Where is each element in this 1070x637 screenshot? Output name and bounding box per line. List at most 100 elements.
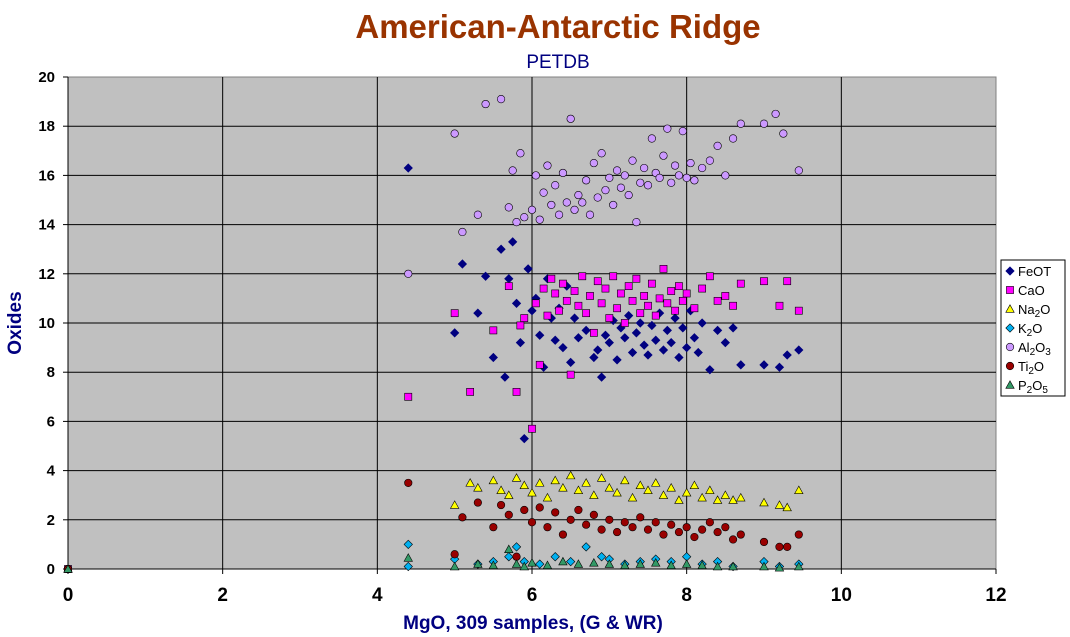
data-point (693, 347, 703, 358)
legend-marker (1005, 266, 1015, 276)
data-point (504, 552, 514, 562)
y-tick-label: 10 (38, 315, 55, 332)
data-point (620, 475, 630, 485)
data-point (671, 306, 679, 315)
data-point (635, 318, 645, 328)
data-point (659, 151, 668, 160)
data-point (403, 561, 413, 572)
data-point (555, 306, 563, 315)
data-point (473, 308, 483, 318)
data-point (609, 200, 618, 209)
data-point (535, 215, 544, 224)
data-point (647, 279, 656, 288)
data-point (519, 561, 529, 571)
data-point (705, 272, 714, 281)
y-tick-label: 18 (38, 118, 55, 135)
chart-title: American-Antarctic Ridge (355, 8, 760, 45)
data-point (512, 218, 521, 227)
data-point (655, 294, 664, 303)
data-point (632, 274, 641, 283)
data-point (496, 95, 506, 104)
data-point (605, 314, 614, 322)
data-point (604, 483, 615, 492)
data-point (535, 360, 544, 369)
legend-marker (1005, 304, 1015, 313)
chart-subtitle: PETDB (526, 52, 589, 73)
data-point (535, 478, 545, 487)
y-tick-label: 4 (47, 463, 56, 480)
data-point (689, 480, 700, 490)
data-point (450, 309, 459, 318)
data-point (713, 528, 722, 537)
data-point (458, 513, 467, 522)
data-point (562, 198, 571, 207)
data-point (667, 520, 676, 529)
data-point (643, 485, 653, 494)
data-point (582, 176, 591, 185)
data-point (404, 269, 413, 278)
data-point (643, 181, 653, 190)
x-axis-label: MgO, 309 samples, (G & WR) (403, 613, 663, 634)
data-point (774, 562, 785, 572)
data-point (681, 559, 692, 568)
data-point (473, 498, 482, 507)
data-point (589, 159, 598, 168)
data-point (504, 203, 513, 212)
data-point (774, 362, 785, 372)
data-point (736, 119, 745, 128)
data-point (589, 490, 599, 499)
data-point (511, 542, 522, 552)
data-point (466, 388, 475, 396)
data-point (712, 325, 723, 336)
data-point (500, 372, 510, 382)
data-point (539, 188, 548, 197)
data-point (547, 200, 556, 209)
data-point (736, 360, 746, 370)
data-point (666, 483, 676, 492)
data-point (504, 282, 513, 290)
data-point (783, 542, 792, 551)
data-point (458, 227, 467, 237)
data-point (554, 210, 564, 219)
data-point (566, 556, 576, 567)
data-point (775, 301, 784, 310)
data-point (457, 259, 468, 269)
data-point (639, 340, 649, 350)
data-point (651, 558, 661, 567)
data-point (624, 191, 633, 200)
data-point (636, 309, 645, 318)
data-point (593, 345, 603, 355)
data-point (686, 159, 695, 168)
data-point (663, 299, 672, 308)
data-point (566, 370, 575, 379)
data-point (759, 537, 769, 547)
data-point (712, 561, 723, 571)
data-point (759, 360, 769, 370)
y-tick-label: 2 (47, 512, 55, 529)
x-tick-label: 8 (681, 585, 692, 606)
data-point (609, 272, 618, 281)
data-point (655, 173, 664, 182)
data-point (682, 523, 691, 532)
data-point (666, 560, 676, 569)
y-tick-label: 6 (47, 413, 55, 430)
data-point (403, 163, 413, 173)
data-point (736, 279, 745, 288)
data-point (651, 335, 661, 345)
data-point (628, 523, 637, 532)
data-point (794, 166, 803, 175)
data-point (531, 299, 540, 308)
data-point (678, 127, 687, 136)
data-point (617, 289, 625, 298)
data-point (528, 424, 536, 433)
x-tick-label: 12 (985, 585, 1006, 606)
data-point (698, 163, 707, 173)
data-point (527, 558, 537, 567)
data-point (527, 518, 537, 527)
data-point (663, 124, 672, 133)
data-point (558, 483, 568, 492)
data-point (582, 309, 591, 318)
data-point (782, 350, 792, 360)
data-point (721, 523, 730, 532)
